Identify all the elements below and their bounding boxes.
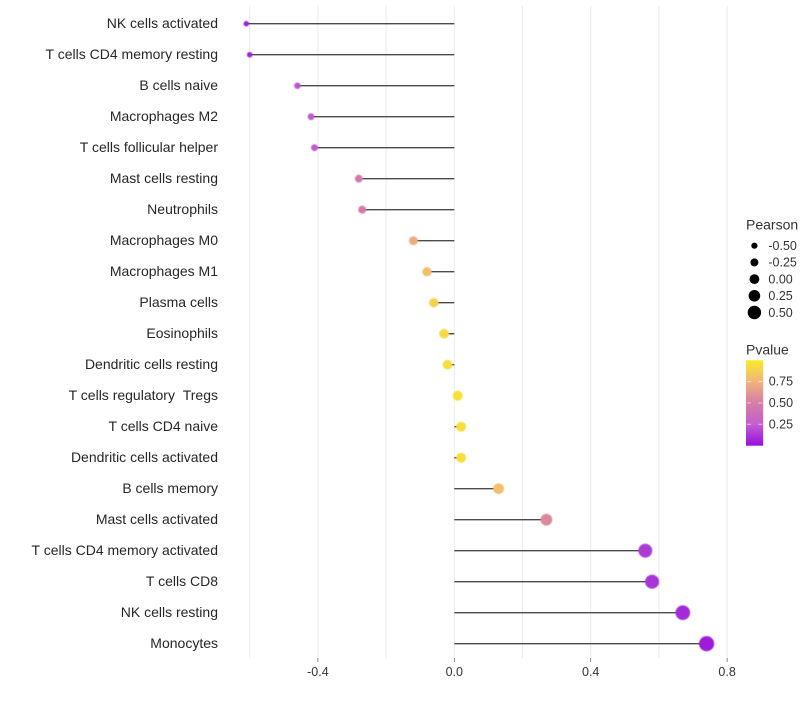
svg-text:0.25: 0.25 bbox=[768, 289, 792, 303]
svg-text:Dendritic cells resting: Dendritic cells resting bbox=[85, 356, 218, 372]
svg-text:T cells follicular helper: T cells follicular helper bbox=[80, 139, 219, 155]
svg-text:-0.25: -0.25 bbox=[768, 256, 797, 270]
svg-text:0.00: 0.00 bbox=[768, 272, 792, 286]
svg-text:Monocytes: Monocytes bbox=[150, 635, 218, 651]
svg-text:Neutrophils: Neutrophils bbox=[147, 201, 218, 217]
svg-text:T cells CD4 naive: T cells CD4 naive bbox=[109, 418, 219, 434]
svg-text:Macrophages M0: Macrophages M0 bbox=[110, 232, 218, 248]
svg-text:T cells CD4 memory resting: T cells CD4 memory resting bbox=[46, 46, 218, 62]
svg-text:T cells CD4 memory activated: T cells CD4 memory activated bbox=[32, 542, 218, 558]
svg-text:0.8: 0.8 bbox=[718, 665, 735, 679]
svg-text:Plasma cells: Plasma cells bbox=[139, 294, 218, 310]
svg-text:Mast cells activated: Mast cells activated bbox=[96, 511, 218, 527]
svg-text:B cells memory: B cells memory bbox=[122, 480, 218, 496]
svg-text:NK cells resting: NK cells resting bbox=[121, 604, 218, 620]
svg-text:-0.4: -0.4 bbox=[307, 665, 329, 679]
svg-text:Pvalue: Pvalue bbox=[746, 341, 789, 357]
svg-text:0.50: 0.50 bbox=[769, 396, 793, 410]
svg-text:NK cells activated: NK cells activated bbox=[107, 15, 218, 31]
svg-text:T cells regulatory Tregs: T cells regulatory Tregs bbox=[69, 387, 218, 403]
svg-text:Dendritic cells activated: Dendritic cells activated bbox=[71, 449, 218, 465]
svg-text:Mast cells resting: Mast cells resting bbox=[110, 170, 218, 186]
svg-text:-0.50: -0.50 bbox=[768, 239, 797, 253]
svg-text:0.50: 0.50 bbox=[768, 306, 792, 320]
svg-text:0.75: 0.75 bbox=[769, 375, 793, 389]
svg-text:B cells naive: B cells naive bbox=[139, 77, 218, 93]
svg-text:Macrophages M1: Macrophages M1 bbox=[110, 263, 218, 279]
svg-text:0.0: 0.0 bbox=[446, 665, 463, 679]
svg-text:Eosinophils: Eosinophils bbox=[146, 325, 218, 341]
svg-text:Pearson: Pearson bbox=[746, 217, 798, 233]
svg-text:0.25: 0.25 bbox=[769, 417, 793, 431]
svg-text:T cells CD8: T cells CD8 bbox=[146, 573, 218, 589]
svg-text:0.4: 0.4 bbox=[582, 665, 599, 679]
svg-text:Macrophages M2: Macrophages M2 bbox=[110, 108, 218, 124]
